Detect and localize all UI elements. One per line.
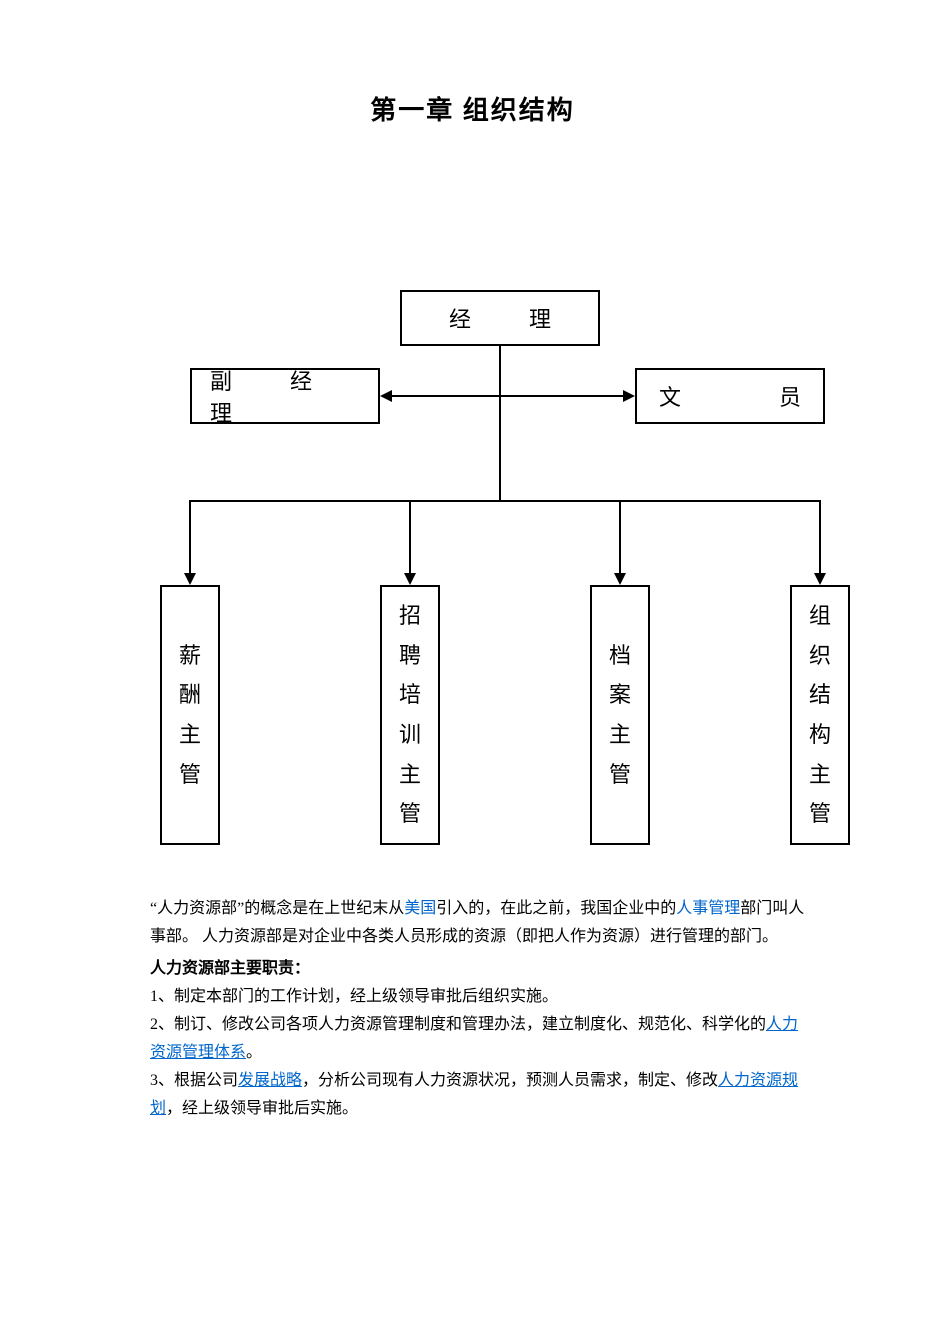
orgbox-archive: 档案主管	[590, 585, 650, 845]
orgbox-recruit: 招聘培训主管	[380, 585, 440, 845]
arrow-icon	[404, 573, 416, 585]
arrow-icon	[614, 573, 626, 585]
duty-item-3: 3、根据公司发展战略，分析公司现有人力资源状况，预测人员需求，制定、修改人力资源…	[150, 1067, 810, 1123]
orgbox-clerk-label: 文 员	[659, 380, 819, 412]
para-intro: “人力资源部”的概念是在上世纪末从美国引入的，在此之前，我国企业中的人事管理部门…	[150, 895, 810, 951]
link-usa[interactable]: 美国	[404, 900, 436, 917]
orgbox-clerk: 文 员	[635, 368, 825, 424]
orgbox-manager: 经 理	[400, 290, 600, 346]
orgbox-salary: 薪酬主管	[160, 585, 220, 845]
duty-item-1: 1、制定本部门的工作计划，经上级领导审批后组织实施。	[150, 983, 810, 1011]
connector	[819, 500, 821, 573]
connector	[409, 500, 411, 573]
page-title: 第一章 组织结构	[0, 90, 945, 127]
connector	[619, 500, 621, 573]
connector	[499, 346, 501, 500]
arrow-icon	[623, 390, 635, 402]
orgbox-manager-label: 经 理	[449, 302, 569, 334]
heading-duties: 人力资源部主要职责：	[150, 955, 810, 983]
orgbox-deputy-label: 副 经 理	[210, 364, 378, 428]
connector	[189, 500, 191, 573]
connector	[189, 500, 821, 502]
orgbox-deputy: 副 经 理	[190, 368, 380, 424]
link-strategy[interactable]: 发展战略	[238, 1072, 302, 1089]
link-hrm[interactable]: 人事管理	[676, 900, 740, 917]
arrow-icon	[814, 573, 826, 585]
orgbox-orgstruct: 组织结构主管	[790, 585, 850, 845]
arrow-icon	[184, 573, 196, 585]
duty-item-2: 2、制订、修改公司各项人力资源管理制度和管理办法，建立制度化、规范化、科学化的人…	[150, 1011, 810, 1067]
body-text: “人力资源部”的概念是在上世纪末从美国引入的，在此之前，我国企业中的人事管理部门…	[150, 895, 810, 1123]
connector	[392, 395, 623, 397]
arrow-icon	[380, 390, 392, 402]
